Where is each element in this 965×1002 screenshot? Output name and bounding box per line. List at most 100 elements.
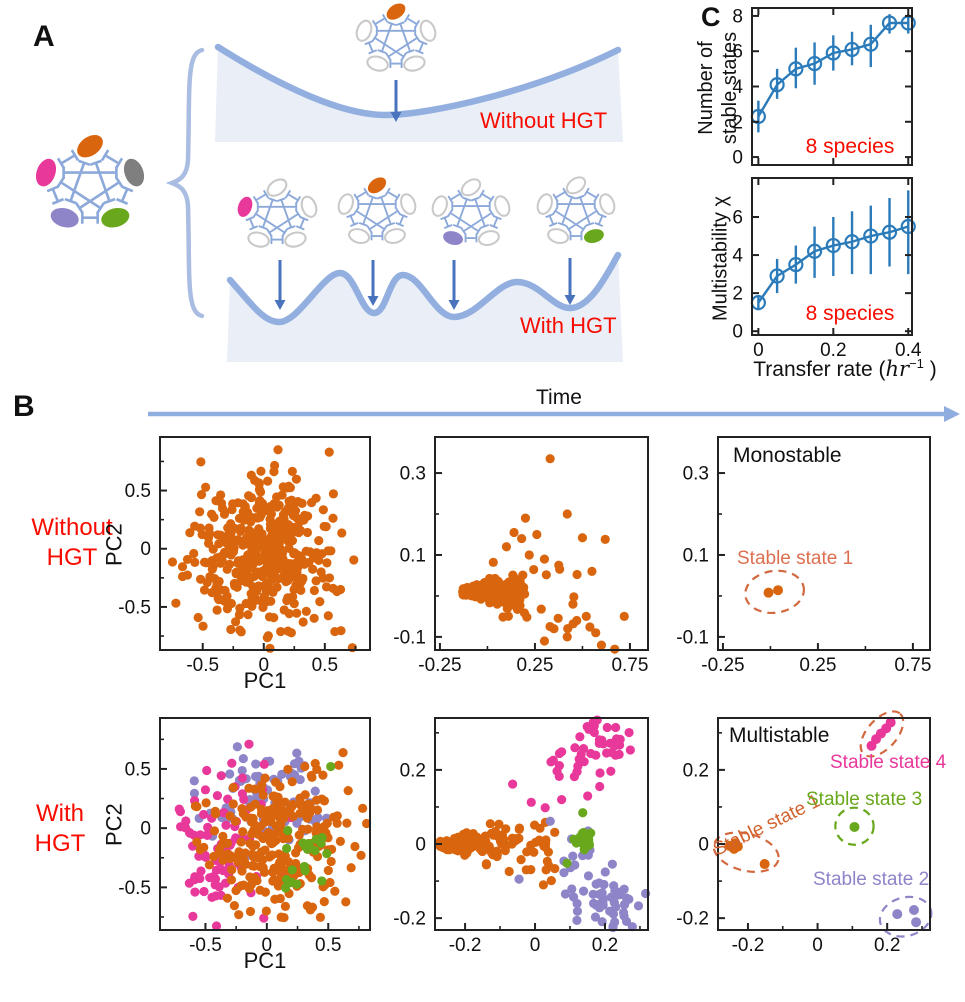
tick-label: 0.5 — [315, 935, 341, 956]
c-bottom-species-note: 8 species — [805, 302, 895, 325]
row-label-with-line2: HGT — [34, 830, 86, 857]
row-label-with-hgt: With HGT — [0, 799, 120, 859]
species-network-orange — [337, 177, 417, 244]
row-label-with-line1: With — [36, 800, 84, 827]
tick-label: 0.5 — [125, 481, 151, 502]
tick-label: 0.5 — [125, 759, 151, 780]
tick-label: 0.2 — [400, 760, 426, 781]
down-arrow-icon — [564, 258, 576, 305]
stable-state-2-label: Stable state 2 — [813, 869, 930, 890]
multi-well-landscape — [226, 251, 623, 362]
tick-label: 0.75 — [611, 655, 648, 676]
tick-label: 0 — [140, 819, 151, 840]
tick-label: -0.1 — [676, 627, 709, 648]
tick-label: -0.2 — [393, 909, 426, 930]
stable-state-3-label: Stable state 3 — [806, 789, 923, 810]
row-label-without-line1: Without — [31, 514, 113, 541]
pca-with-t2: -0.2 0 0.2 0.2 0 -0.2 — [393, 715, 651, 956]
row-label-without-line2: HGT — [46, 544, 98, 571]
tick-label: 0.75 — [894, 655, 931, 676]
tick-label: -0.5 — [186, 655, 219, 676]
tick-label: -0.5 — [189, 935, 222, 956]
tick-label: 4 — [732, 246, 743, 267]
c-xlabel-sup: −1 — [909, 356, 924, 371]
tick-label: 0.2 — [874, 935, 900, 956]
tick-label: 0.1 — [683, 545, 709, 566]
tick-label: 0 — [140, 539, 151, 560]
tick-label: 0.2 — [683, 760, 709, 781]
tick-label: 0.4 — [895, 340, 922, 361]
time-axis-label: Time — [536, 386, 582, 409]
down-arrow-icon — [274, 260, 286, 310]
tick-label: 8 — [732, 6, 743, 27]
c-top-species-note: 8 species — [805, 135, 895, 158]
tick-label: 0.3 — [683, 464, 709, 485]
tick-label: -0.2 — [732, 935, 765, 956]
species-network-green — [536, 176, 616, 244]
tick-label: -0.5 — [118, 878, 151, 899]
stable-states-curve: 0 2 4 6 8 — [732, 6, 916, 169]
c-xlabel-unit: hr — [885, 357, 910, 381]
species-network-orange — [355, 3, 437, 72]
tick-label: 0.1 — [400, 545, 426, 566]
c-top-ylabel-line1: Number of — [695, 41, 717, 135]
tick-label: 0 — [753, 340, 764, 361]
c-xlabel-prefix: Transfer rate ( — [753, 358, 886, 381]
tick-label: 0 — [262, 935, 273, 956]
tick-label: 0.5 — [312, 655, 338, 676]
pca-with-t3: -0.2 0 0.2 0.2 0 -0.2 — [676, 710, 933, 956]
tick-label: -0.25 — [701, 655, 744, 676]
tick-label: 0 — [732, 148, 743, 169]
tick-label: 0 — [732, 322, 743, 343]
tick-label: 0.25 — [799, 655, 836, 676]
tick-label: 0.3 — [400, 464, 426, 485]
pca-without-t1: -0.5 0 0.5 0.5 0 -0.5 — [118, 436, 371, 676]
multistability-curve: 0 0.2 0.4 0 2 4 6 — [732, 177, 922, 361]
species-network-all — [35, 134, 145, 228]
without-hgt-caption: Without HGT — [480, 108, 608, 133]
pc2-axis-label-row1: PC2 — [101, 523, 127, 567]
tick-label: -0.25 — [418, 655, 461, 676]
pca-without-t3: -0.25 0.25 0.75 0.3 0.1 -0.1 — [676, 436, 931, 676]
tick-label: 6 — [732, 42, 743, 63]
tick-label: -0.5 — [118, 597, 151, 618]
pca-with-t1: -0.5 0 0.5 0.5 0 -0.5 — [118, 717, 372, 956]
species-network-purple — [431, 178, 511, 246]
tick-label: -0.2 — [449, 935, 482, 956]
tick-label: 0.25 — [516, 655, 553, 676]
c-xlabel: Transfer rate (hr−1 ) — [727, 356, 963, 382]
tick-label: 0 — [530, 935, 541, 956]
down-arrow-icon — [390, 80, 402, 122]
pc2-axis-label-row2: PC2 — [101, 803, 127, 847]
tick-label: -0.2 — [676, 909, 709, 930]
panel-c-label: C — [701, 2, 721, 32]
c-top-ylabel-line2: stable states — [719, 31, 741, 145]
species-network-pink — [237, 178, 318, 248]
with-hgt-caption: With HGT — [520, 313, 617, 338]
c-top-ylabel: Number of stable states — [694, 3, 742, 173]
multistable-annotation: Multistable — [729, 724, 830, 747]
time-arrow-icon — [148, 406, 960, 422]
pc1-axis-label-row2: PC1 — [243, 948, 287, 973]
pca-without-t2: -0.25 0.25 0.75 0.3 0.1 -0.1 — [393, 436, 649, 676]
tick-label: 4 — [732, 77, 743, 98]
tick-label: -0.1 — [393, 627, 426, 648]
tick-label: 0 — [258, 655, 269, 676]
tick-label: 0.2 — [820, 340, 846, 361]
tick-label: 0 — [415, 835, 426, 856]
stable-state-4-label: Stable state 4 — [830, 752, 947, 773]
tick-label: 0.2 — [592, 935, 618, 956]
brace-icon — [165, 47, 205, 319]
tick-label: 0 — [698, 835, 709, 856]
c-xlabel-suffix: ) — [923, 358, 937, 381]
panel-a-art — [35, 3, 960, 422]
tick-label: 0 — [812, 935, 823, 956]
single-well-landscape — [214, 43, 623, 142]
down-arrow-icon — [367, 260, 379, 306]
tick-label: 6 — [732, 208, 743, 229]
tick-label: 2 — [732, 284, 743, 305]
monostable-annotation: Monostable — [733, 444, 842, 467]
row-label-without-hgt: Without HGT — [2, 513, 142, 573]
